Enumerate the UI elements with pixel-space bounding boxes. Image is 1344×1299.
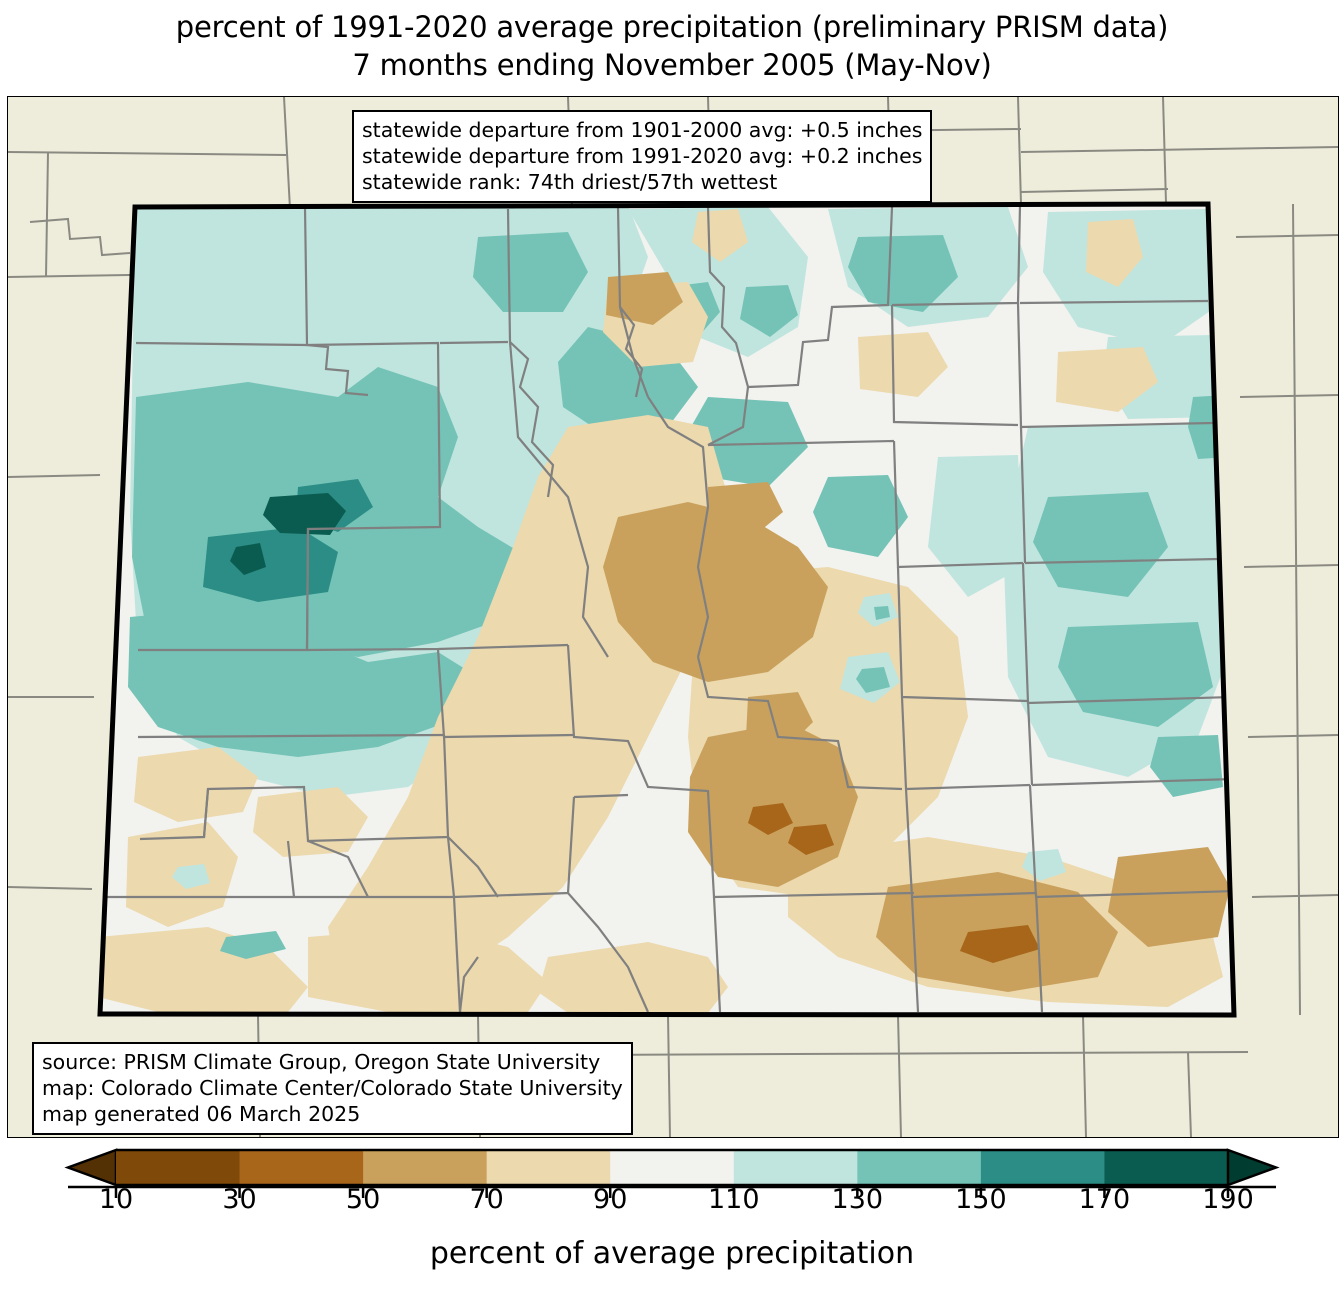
band-70-90-sw-lower	[423, 772, 568, 852]
colorbar-tick-labels: 10 30 50 70 90 110 130 150 170 190	[0, 1184, 1344, 1218]
colorbar-tick-label-90: 90	[593, 1184, 628, 1215]
wet-pocket-sw2	[220, 931, 286, 959]
colorbar-segment-3	[363, 1150, 488, 1185]
colorbar-tick-label-110: 110	[707, 1184, 760, 1215]
band-30-50-core3	[960, 925, 1040, 963]
colorbar-tick-label-10: 10	[98, 1184, 134, 1215]
state-interior	[100, 204, 1234, 1015]
colorado-state-outline	[97, 201, 1237, 1018]
colorbar-segment-5	[610, 1150, 735, 1185]
wet-pocket-huerfano-core	[856, 667, 890, 693]
band-30-50-core2	[788, 824, 834, 855]
county-boundaries	[102, 204, 1234, 1013]
source-line-3: map generated 06 March 2025	[42, 1102, 361, 1126]
band-130-150-pk3	[848, 235, 958, 312]
band-50-70-centercore	[603, 502, 828, 682]
band-170-190-peak2	[230, 543, 266, 575]
source-line-1: source: PRISM Climate Group, Oregon Stat…	[42, 1050, 601, 1074]
colorbar-swatches	[64, 1148, 1280, 1198]
statewide-stats-box: statewide departure from 1901-2000 avg: …	[352, 110, 933, 203]
colorbar-tick-label-150: 150	[955, 1184, 1007, 1215]
band-110-130-ne2	[928, 455, 1023, 597]
band-70-90-ne-patch	[1086, 219, 1143, 287]
band-30-50-core1	[748, 803, 793, 835]
dry-pocket-n1	[692, 209, 748, 262]
colorbar-tick-label-30: 30	[222, 1184, 257, 1215]
colorbar-under-arrow	[64, 1148, 118, 1187]
colorbar-segment-8	[980, 1150, 1106, 1185]
stats-line-1: statewide departure from 1901-2000 avg: …	[362, 118, 923, 142]
band-150-170-nwcore	[203, 527, 338, 602]
source-line-2: map: Colorado Climate Center/Colorado St…	[42, 1076, 623, 1100]
map-canvas	[7, 96, 1339, 1138]
source-credits-box: source: PRISM Climate Group, Oregon Stat…	[32, 1042, 633, 1135]
colorbar-tick-label-190: 190	[1202, 1184, 1254, 1215]
wet-pocket-small2	[874, 606, 890, 620]
band-110-130-ne	[1003, 422, 1228, 777]
colorbar-segment-1	[116, 1150, 241, 1185]
colorbar-segment-7	[857, 1150, 982, 1185]
title-line-1: percent of 1991-2020 average precipitati…	[175, 10, 1169, 44]
band-70-90-ne-patch2	[1056, 347, 1158, 412]
colorbar-segment-4	[486, 1150, 611, 1185]
colorbar-segment-6	[733, 1150, 858, 1185]
band-170-190-peak	[263, 493, 346, 535]
colorbar-tick-label-130: 130	[831, 1184, 884, 1215]
band-50-70-se2	[1108, 847, 1230, 947]
band-130-150-nwtop	[473, 232, 588, 312]
precipitation-choropleth	[8, 97, 1338, 1137]
band-50-70-mid-patch	[606, 272, 683, 325]
band-70-90-sw3	[308, 927, 548, 1012]
colorbar-tick-label-70: 70	[469, 1184, 504, 1215]
colorbar-axis-label: percent of average precipitation	[429, 1236, 915, 1271]
title-line-2: 7 months ending November 2005 (May-Nov)	[352, 48, 992, 82]
colorbar-segment-9	[1104, 1150, 1229, 1185]
band-70-90-mid-upper2	[858, 332, 948, 397]
stats-line-3: statewide rank: 74th driest/57th wettest	[362, 170, 778, 194]
colorbar-tick-label-170: 170	[1078, 1184, 1131, 1215]
band-130-150-nwlow	[128, 607, 478, 757]
band-50-70-centercore2	[708, 482, 783, 537]
band-50-70-nw-dry	[746, 692, 813, 747]
band-130-150-mid3	[813, 475, 908, 557]
band-130-150-pk2	[740, 285, 798, 337]
colorbar: 10 30 50 70 90 110 130 150 170 190 percent of ave…	[0, 1140, 1344, 1299]
colorbar-over-arrow	[1226, 1148, 1280, 1187]
band-70-90-west	[134, 747, 258, 822]
band-110-130-nepatch	[1043, 209, 1216, 347]
colorbar-tick-label-50: 50	[345, 1184, 381, 1215]
page-title: percent of 1991-2020 average precipitati…	[0, 8, 1344, 84]
wet-pocket-sw	[172, 864, 210, 889]
band-130-150-ne1	[1033, 492, 1168, 597]
colorbar-segment-2	[239, 1150, 364, 1185]
stats-line-2: statewide departure from 1991-2020 avg: …	[362, 144, 923, 168]
